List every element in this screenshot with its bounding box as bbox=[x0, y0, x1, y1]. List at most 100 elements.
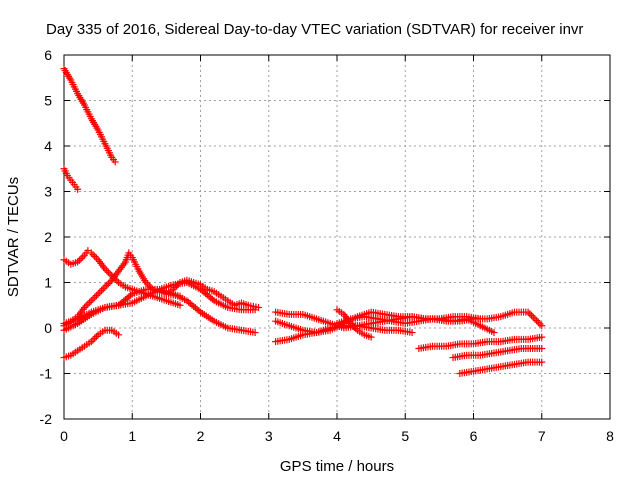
data-point bbox=[74, 258, 82, 266]
data-point bbox=[347, 319, 355, 327]
data-point bbox=[79, 253, 87, 261]
data-marks bbox=[60, 65, 546, 377]
data-point bbox=[538, 344, 546, 352]
data-point bbox=[82, 302, 90, 310]
data-point bbox=[99, 285, 107, 293]
data-point bbox=[87, 338, 95, 346]
data-point bbox=[538, 333, 546, 341]
data-point bbox=[195, 307, 203, 315]
data-point bbox=[87, 249, 95, 257]
data-point bbox=[96, 288, 104, 296]
data-point bbox=[86, 298, 94, 306]
x-tick-label: 8 bbox=[606, 428, 614, 444]
x-tick-label: 1 bbox=[128, 428, 136, 444]
data-point bbox=[526, 310, 534, 318]
data-point bbox=[84, 300, 92, 308]
series-0 bbox=[60, 65, 119, 166]
x-tick-label: 0 bbox=[60, 428, 68, 444]
data-point bbox=[127, 291, 135, 299]
data-point bbox=[98, 286, 106, 294]
y-tick-label: 5 bbox=[44, 93, 52, 109]
data-point bbox=[103, 281, 111, 289]
y-tick-label: 6 bbox=[44, 47, 52, 63]
y-tick-label: 1 bbox=[44, 275, 52, 291]
series-15 bbox=[456, 358, 546, 377]
data-point bbox=[111, 158, 119, 166]
data-point bbox=[352, 325, 360, 333]
series-5 bbox=[60, 285, 259, 337]
data-point bbox=[538, 358, 546, 366]
x-tick-label: 3 bbox=[265, 428, 273, 444]
series-6 bbox=[60, 326, 123, 362]
data-point bbox=[101, 265, 109, 273]
y-tick-label: 0 bbox=[44, 320, 52, 336]
data-point bbox=[104, 280, 112, 288]
data-point bbox=[77, 255, 85, 263]
data-point bbox=[534, 318, 542, 326]
y-tick-label: 2 bbox=[44, 229, 52, 245]
data-point bbox=[91, 293, 99, 301]
data-point bbox=[89, 251, 97, 259]
data-point bbox=[536, 320, 544, 328]
y-axis-label: SDTVAR / TECUs bbox=[5, 177, 22, 297]
data-point bbox=[106, 278, 114, 286]
data-point bbox=[208, 295, 216, 303]
data-point bbox=[528, 311, 536, 319]
data-point bbox=[251, 329, 259, 337]
series-12 bbox=[333, 306, 375, 341]
data-point bbox=[171, 284, 179, 292]
series-13 bbox=[415, 333, 546, 352]
data-point bbox=[176, 301, 184, 309]
data-point bbox=[75, 256, 83, 264]
x-tick-label: 5 bbox=[401, 428, 409, 444]
x-tick-label: 7 bbox=[538, 428, 546, 444]
data-point bbox=[91, 252, 99, 260]
y-tick-label: -1 bbox=[40, 366, 53, 382]
series-7 bbox=[162, 276, 263, 312]
data-point bbox=[490, 329, 498, 337]
data-point bbox=[538, 322, 546, 330]
chart-title: Day 335 of 2016, Sidereal Day-to-day VTE… bbox=[46, 21, 583, 38]
data-point bbox=[408, 329, 416, 337]
data-point bbox=[142, 279, 150, 286]
data-point bbox=[531, 315, 539, 323]
grid bbox=[64, 55, 610, 419]
data-point bbox=[106, 270, 114, 278]
y-tick-label: 4 bbox=[44, 138, 52, 154]
data-point bbox=[169, 285, 177, 293]
x-tick-label: 4 bbox=[333, 428, 341, 444]
x-axis-label: GPS time / hours bbox=[280, 458, 394, 475]
data-point bbox=[91, 334, 99, 342]
data-point bbox=[350, 323, 358, 331]
data-point bbox=[174, 280, 182, 288]
series-11 bbox=[333, 308, 546, 330]
data-point bbox=[101, 283, 109, 291]
data-point bbox=[103, 267, 111, 275]
data-point bbox=[89, 295, 97, 303]
data-point bbox=[92, 254, 100, 262]
series-1 bbox=[60, 165, 82, 193]
data-point bbox=[104, 268, 112, 276]
data-point bbox=[529, 313, 537, 321]
data-point bbox=[533, 317, 541, 325]
data-point bbox=[367, 333, 375, 341]
x-tick-label: 2 bbox=[197, 428, 205, 444]
data-point bbox=[524, 308, 532, 316]
data-point bbox=[255, 304, 263, 312]
data-point bbox=[89, 336, 97, 344]
series-14 bbox=[449, 344, 546, 362]
y-tick-label: -2 bbox=[40, 411, 53, 427]
ticks: 0 1 2 3 4 5 6 7 8 -2 -1 0 1 2 3 4 5 6 bbox=[40, 47, 615, 444]
y-tick-label: 3 bbox=[44, 184, 52, 200]
data-point bbox=[80, 304, 88, 312]
data-point bbox=[87, 297, 95, 305]
data-point bbox=[74, 185, 82, 193]
data-point bbox=[94, 290, 102, 298]
data-point bbox=[145, 282, 153, 290]
x-tick-label: 6 bbox=[470, 428, 478, 444]
data-point bbox=[92, 292, 100, 300]
data-point bbox=[173, 282, 181, 290]
data-point bbox=[115, 331, 123, 339]
data-point bbox=[348, 321, 356, 329]
